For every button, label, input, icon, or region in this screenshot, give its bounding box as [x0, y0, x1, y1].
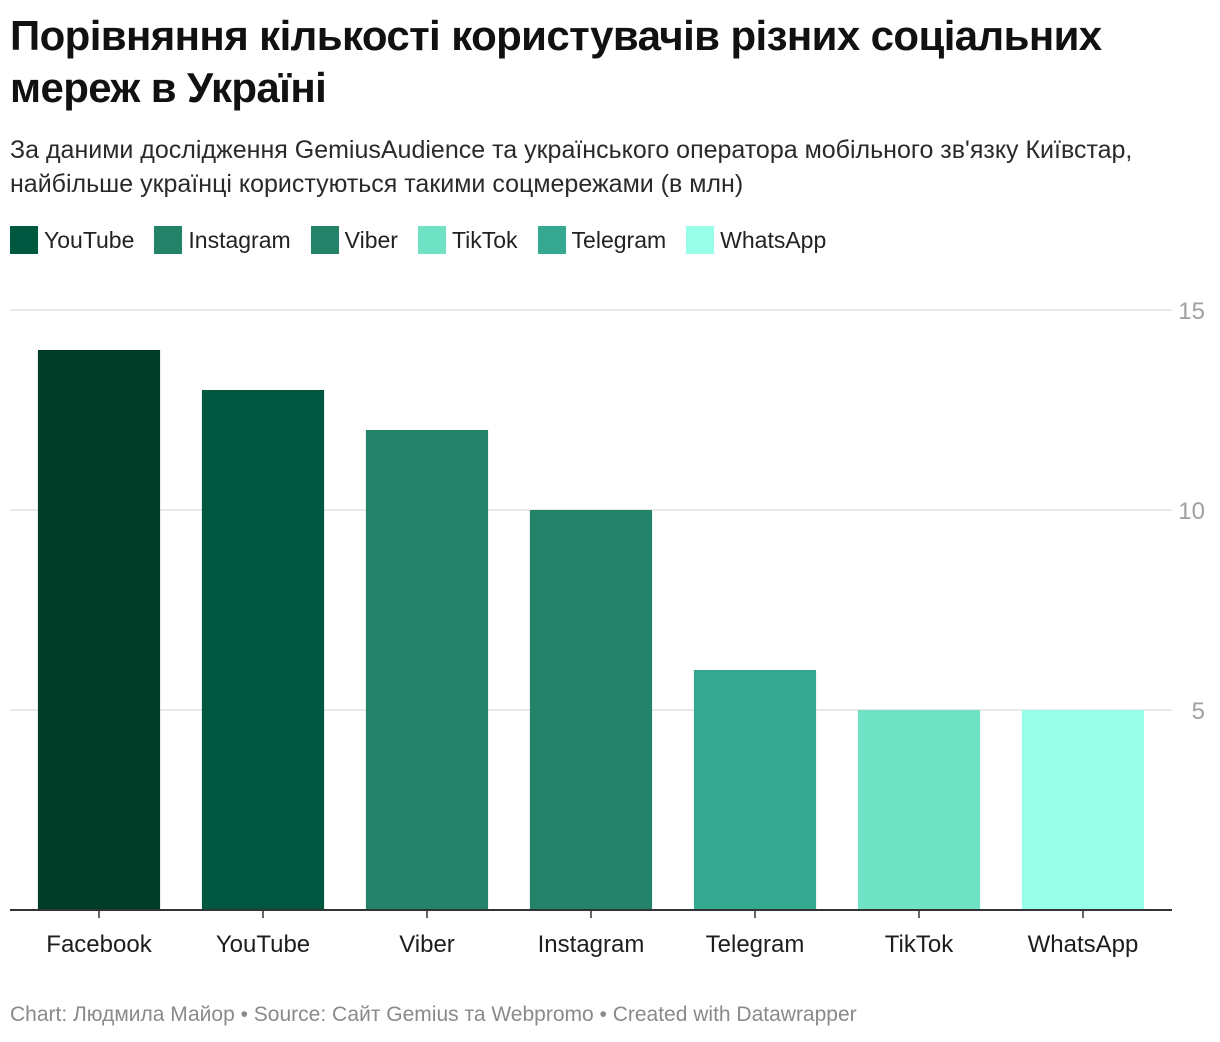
legend-item: Instagram — [154, 226, 291, 254]
bar-whatsapp — [1021, 710, 1145, 910]
legend-item: TikTok — [417, 226, 518, 254]
y-tick-label: 15 — [1178, 298, 1205, 325]
legend-swatch — [686, 226, 715, 254]
legend-item: Telegram — [537, 226, 667, 254]
legend-swatch — [10, 226, 38, 254]
legend-label: Telegram — [571, 226, 667, 253]
bar-facebook — [37, 350, 161, 910]
legend: YouTube Instagram Viber TikTok Telegram … — [10, 224, 846, 256]
bar-chart: 5 10 15 Facebook YouTube Viber Instagram Telegr… — [10, 298, 1205, 958]
legend-item: YouTube — [10, 226, 134, 254]
y-tick-label: 5 — [1192, 698, 1205, 725]
legend-item: WhatsApp — [686, 226, 826, 254]
legend-label: YouTube — [44, 226, 135, 253]
x-tick-label: YouTube — [216, 931, 310, 958]
bar-instagram — [529, 510, 653, 910]
legend-label: WhatsApp — [720, 226, 827, 253]
bar-youtube — [201, 390, 325, 910]
chart-footer: Chart: Людмила Майор • Source: Сайт Gemi… — [10, 1003, 857, 1026]
legend-swatch — [154, 226, 183, 254]
bar-viber — [365, 430, 489, 910]
chart-subtitle: За даними дослідження GemiusAudience та … — [10, 136, 1133, 198]
x-tick-label: Viber — [399, 931, 455, 958]
chart-title: Порівняння кількості користувачів різних… — [10, 12, 1102, 111]
x-tick-label: Facebook — [46, 931, 152, 958]
x-tick-label: WhatsApp — [1028, 931, 1139, 958]
legend-swatch — [310, 226, 339, 254]
legend-item: Viber — [310, 226, 398, 254]
x-tick-label: Instagram — [538, 931, 645, 958]
bar-telegram — [693, 670, 817, 910]
x-tick-label: Telegram — [706, 931, 805, 958]
legend-label: Instagram — [188, 226, 291, 253]
bar-tiktok — [857, 710, 981, 910]
x-tick-label: TikTok — [885, 931, 954, 958]
legend-label: TikTok — [451, 226, 518, 253]
legend-swatch — [417, 226, 446, 254]
legend-label: Viber — [344, 226, 398, 253]
legend-swatch — [537, 226, 566, 254]
y-tick-label: 10 — [1178, 498, 1205, 525]
